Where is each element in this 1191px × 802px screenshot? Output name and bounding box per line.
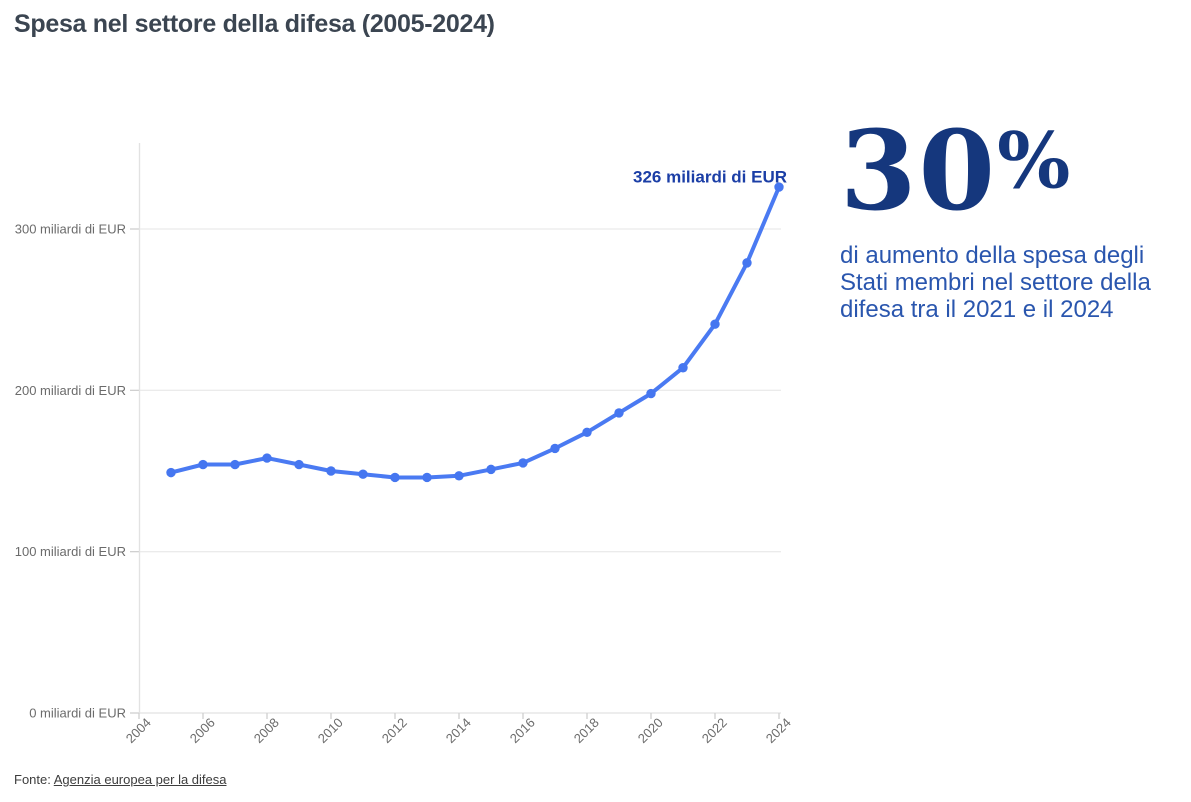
stat-number: 30 [840,106,998,235]
data-point-2015[interactable] [486,464,496,475]
x-axis-label: 2010 [315,715,346,746]
stat-description: di aumento della spesa degli Stati membr… [840,242,1151,323]
page-title: Spesa nel settore della difesa (2005-202… [14,10,495,38]
data-point-2009[interactable] [294,459,304,470]
data-point-2024[interactable] [774,182,784,192]
x-axis-label: 2020 [635,715,666,746]
source-link[interactable]: Agenzia europea per la difesa [53,772,227,787]
x-axis-label: 2012 [379,715,410,746]
percent-sign: % [997,116,1071,207]
data-point-2012[interactable] [390,472,400,483]
y-axis-label: 300 miliardi di EUR [15,222,126,237]
y-axis-label: 0 miliardi di EUR [29,706,126,721]
x-axis-label: 2018 [571,715,602,746]
y-axis-label: 100 miliardi di EUR [15,544,126,559]
data-point-2021[interactable] [678,363,688,373]
data-point-2014[interactable] [454,471,464,481]
x-axis-label: 2004 [123,715,154,746]
y-axis-label: 200 miliardi di EUR [15,383,126,398]
line-chart-canvas: 0 miliardi di EUR 100 miliardi di EUR 200 … [15,143,794,746]
stat-panel: 30% di aumento della spesa degli Stati m… [840,116,1191,324]
data-point-2010[interactable] [326,466,336,476]
data-point-2007[interactable] [230,459,240,470]
data-point-2019[interactable] [614,408,624,418]
source-prefix: Fonte: [14,772,54,787]
data-point-2011[interactable] [358,469,368,479]
stat-value: 30% [840,116,1191,226]
x-axis-label: 2024 [763,715,794,746]
spending-line [169,185,781,480]
defense-spending-chart: 0 miliardi di EUR 100 miliardi di EUR 200 … [15,143,794,746]
data-point-2022[interactable] [710,319,720,329]
data-point-2005[interactable] [166,467,176,478]
last-value-annotation: 326 miliardi di EUR [633,168,787,187]
data-point-2017[interactable] [550,443,560,454]
x-axis-label: 2016 [507,715,538,746]
data-point-2008[interactable] [262,453,272,463]
x-axis-label: 2022 [699,715,730,746]
data-point-2016[interactable] [518,458,528,468]
x-axis-label: 2006 [187,715,218,746]
data-point-2018[interactable] [582,427,592,437]
data-point-2020[interactable] [646,388,656,399]
data-point-2023[interactable] [742,258,752,268]
data-point-2013[interactable] [422,472,432,483]
x-axis-label: 2008 [251,715,282,746]
x-axis-label: 2014 [443,715,474,746]
source-line: Fonte: Agenzia europea per la difesa [14,772,226,787]
data-point-2006[interactable] [198,459,208,470]
